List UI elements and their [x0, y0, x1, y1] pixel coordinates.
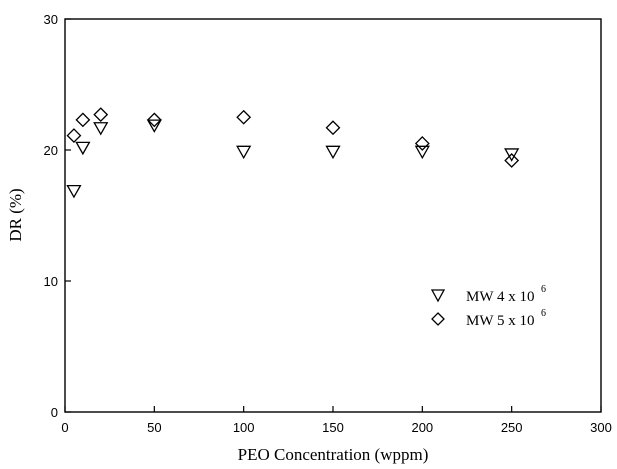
- data-point: [146, 119, 162, 133]
- data-point: [236, 145, 252, 160]
- data-point: [75, 112, 91, 128]
- data-point: [414, 136, 430, 151]
- series-layer: [66, 107, 520, 199]
- x-tick-label: 300: [590, 420, 612, 435]
- y-tick-label: 20: [44, 143, 58, 158]
- y-tick-label: 10: [44, 274, 58, 289]
- data-point: [414, 145, 430, 160]
- data-point: [504, 148, 520, 162]
- x-tick-label: 0: [61, 420, 68, 435]
- series-2: [66, 107, 520, 168]
- y-axis-title: DR (%): [6, 188, 25, 241]
- x-tick-label: 50: [147, 420, 161, 435]
- x-tick-label: 150: [322, 420, 344, 435]
- x-tick-label: 200: [411, 420, 433, 435]
- x-tick-label: 250: [501, 420, 523, 435]
- legend-item-series-1: MW 4 x 10 6: [430, 284, 546, 305]
- legend-superscript-series-1: 6: [541, 284, 546, 295]
- legend-label-series-1: MW 4 x 10: [466, 289, 534, 305]
- data-point: [146, 112, 162, 128]
- x-tick-label: 100: [233, 420, 255, 435]
- data-point: [93, 107, 109, 123]
- data-point: [75, 141, 91, 156]
- series-1: [66, 119, 520, 199]
- y-tick-label: 30: [44, 12, 58, 27]
- data-point: [66, 128, 82, 144]
- x-axis-ticks: 0 50 100 150 200 250 300: [61, 406, 612, 435]
- data-point: [325, 120, 341, 136]
- data-point: [66, 184, 82, 199]
- data-point: [236, 109, 252, 125]
- legend-diamond-marker: [431, 312, 445, 326]
- legend-label-series-2: MW 5 x 10: [466, 313, 534, 329]
- y-axis-ticks: 0 10 20 30: [44, 12, 71, 420]
- plot-frame: [64, 18, 602, 413]
- data-point: [93, 122, 109, 136]
- legend-superscript-series-2: 6: [541, 308, 546, 319]
- legend: MW 4 x 10 6 MW 5 x 10 6: [430, 284, 546, 329]
- legend-triangle-marker: [430, 289, 446, 303]
- data-point: [325, 145, 341, 160]
- data-point: [504, 153, 520, 168]
- x-axis-title: PEO Concentration (wppm): [238, 445, 429, 464]
- legend-item-series-2: MW 5 x 10 6: [431, 308, 546, 329]
- y-tick-label: 0: [51, 405, 58, 420]
